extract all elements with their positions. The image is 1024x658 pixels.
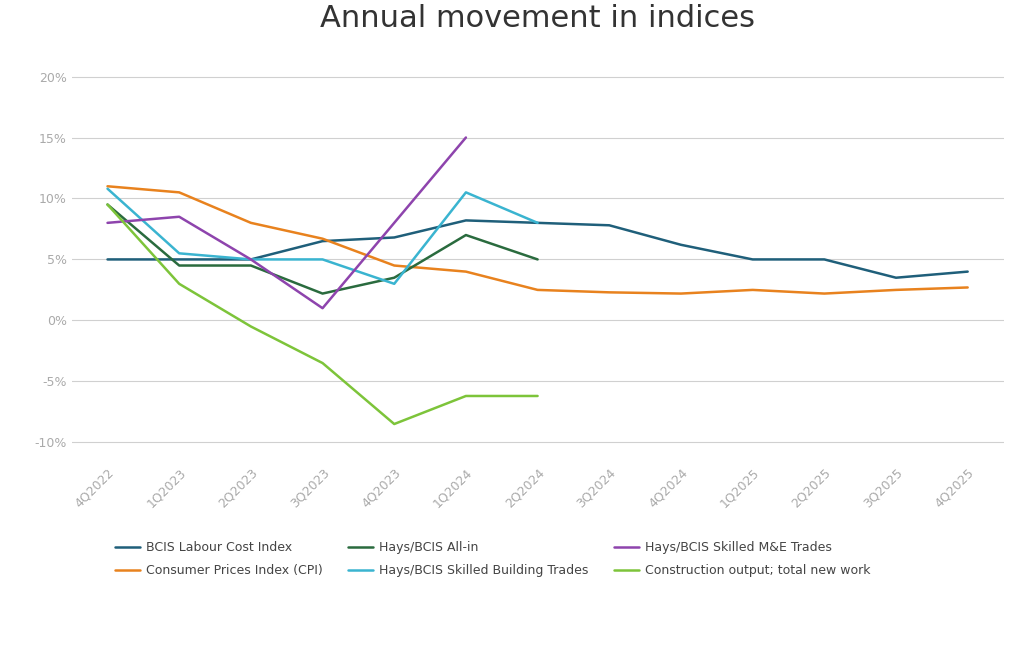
- BCIS Labour Cost Index: [245, 255, 257, 263]
- BCIS Labour Cost Index: [675, 241, 687, 249]
- BCIS Labour Cost Index: [890, 274, 902, 282]
- Construction output; total new work: [245, 322, 257, 330]
- Consumer Prices Index (CPI): [388, 262, 400, 270]
- BCIS Labour Cost Index: [316, 237, 329, 245]
- Hays/BCIS Skilled Building Trades: [316, 255, 329, 263]
- Consumer Prices Index (CPI): [675, 290, 687, 297]
- Hays/BCIS Skilled M&E Trades: [245, 255, 257, 263]
- Consumer Prices Index (CPI): [818, 290, 830, 297]
- Legend: BCIS Labour Cost Index, Consumer Prices Index (CPI), Hays/BCIS All-in, Hays/BCIS: BCIS Labour Cost Index, Consumer Prices …: [116, 542, 870, 578]
- Hays/BCIS Skilled M&E Trades: [101, 219, 114, 227]
- Consumer Prices Index (CPI): [173, 188, 185, 196]
- Line: Hays/BCIS Skilled M&E Trades: Hays/BCIS Skilled M&E Trades: [108, 138, 466, 308]
- Hays/BCIS Skilled Building Trades: [245, 255, 257, 263]
- Hays/BCIS All-in: [173, 262, 185, 270]
- Construction output; total new work: [316, 359, 329, 367]
- Hays/BCIS Skilled M&E Trades: [388, 219, 400, 227]
- Consumer Prices Index (CPI): [101, 182, 114, 190]
- Title: Annual movement in indices: Annual movement in indices: [321, 3, 755, 33]
- Construction output; total new work: [531, 392, 544, 400]
- Hays/BCIS All-in: [388, 274, 400, 282]
- Hays/BCIS Skilled M&E Trades: [460, 134, 472, 141]
- Hays/BCIS All-in: [460, 231, 472, 239]
- Hays/BCIS All-in: [245, 262, 257, 270]
- Line: BCIS Labour Cost Index: BCIS Labour Cost Index: [108, 220, 968, 278]
- Hays/BCIS Skilled Building Trades: [388, 280, 400, 288]
- BCIS Labour Cost Index: [388, 234, 400, 241]
- BCIS Labour Cost Index: [460, 216, 472, 224]
- BCIS Labour Cost Index: [603, 221, 615, 229]
- Consumer Prices Index (CPI): [245, 219, 257, 227]
- Construction output; total new work: [173, 280, 185, 288]
- Consumer Prices Index (CPI): [316, 235, 329, 243]
- BCIS Labour Cost Index: [818, 255, 830, 263]
- Consumer Prices Index (CPI): [603, 288, 615, 296]
- Hays/BCIS All-in: [316, 290, 329, 297]
- Hays/BCIS All-in: [101, 201, 114, 209]
- Hays/BCIS Skilled M&E Trades: [173, 213, 185, 220]
- Construction output; total new work: [388, 420, 400, 428]
- Line: Hays/BCIS All-in: Hays/BCIS All-in: [108, 205, 538, 293]
- Consumer Prices Index (CPI): [890, 286, 902, 294]
- Consumer Prices Index (CPI): [962, 284, 974, 291]
- Line: Construction output; total new work: Construction output; total new work: [108, 205, 538, 424]
- Consumer Prices Index (CPI): [746, 286, 759, 294]
- BCIS Labour Cost Index: [962, 268, 974, 276]
- Hays/BCIS Skilled Building Trades: [460, 188, 472, 196]
- Hays/BCIS Skilled Building Trades: [173, 249, 185, 257]
- BCIS Labour Cost Index: [173, 255, 185, 263]
- Line: Hays/BCIS Skilled Building Trades: Hays/BCIS Skilled Building Trades: [108, 189, 538, 284]
- Consumer Prices Index (CPI): [460, 268, 472, 276]
- Hays/BCIS All-in: [531, 255, 544, 263]
- BCIS Labour Cost Index: [101, 255, 114, 263]
- Consumer Prices Index (CPI): [531, 286, 544, 294]
- Hays/BCIS Skilled Building Trades: [101, 185, 114, 193]
- BCIS Labour Cost Index: [531, 219, 544, 227]
- BCIS Labour Cost Index: [746, 255, 759, 263]
- Construction output; total new work: [460, 392, 472, 400]
- Construction output; total new work: [101, 201, 114, 209]
- Line: Consumer Prices Index (CPI): Consumer Prices Index (CPI): [108, 186, 968, 293]
- Hays/BCIS Skilled M&E Trades: [316, 304, 329, 312]
- Hays/BCIS Skilled Building Trades: [531, 219, 544, 227]
